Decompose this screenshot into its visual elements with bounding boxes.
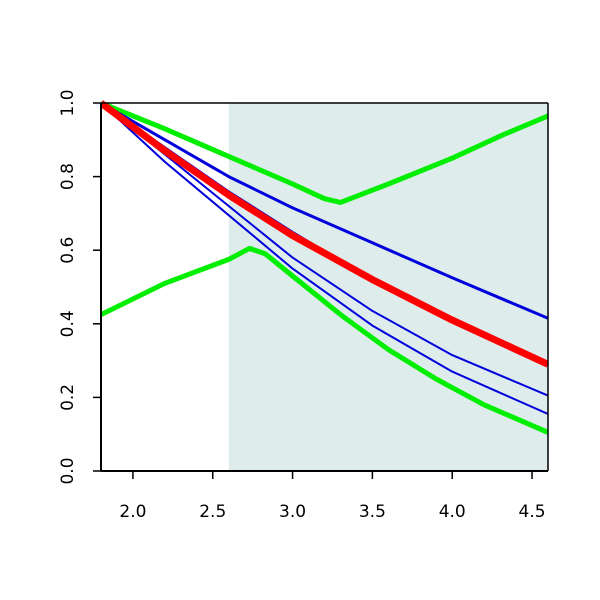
x-tick-label: 2.5: [199, 502, 226, 522]
series-line-7: [101, 100, 548, 368]
series-layer: [101, 100, 548, 435]
y-axis: 0.0 0.2 0.4 0.6 0.8 1.0: [58, 89, 101, 485]
y-tick-label: 1.0: [58, 89, 78, 116]
x-tick-label: 4.5: [519, 502, 546, 522]
y-tick-label: 0.8: [58, 163, 78, 190]
x-tick-label: 3.5: [359, 502, 386, 522]
x-axis: 2.0 2.5 3.0 3.5 4.0 4.5: [119, 471, 546, 522]
series-line-1: [101, 100, 548, 205]
x-tick-label: 2.0: [119, 502, 146, 522]
y-tick-label: 0.0: [58, 457, 78, 484]
y-tick-label: 0.4: [58, 310, 78, 337]
y-tick-label: 0.6: [58, 237, 78, 264]
x-tick-label: 3.0: [279, 502, 306, 522]
series-line-3: [101, 101, 548, 320]
series-line-2: [101, 245, 548, 435]
x-tick-label: 4.0: [439, 502, 466, 522]
axes-layer: [100, 102, 549, 472]
series-line-6: [101, 102, 548, 415]
y-tick-label: 0.2: [58, 384, 78, 411]
